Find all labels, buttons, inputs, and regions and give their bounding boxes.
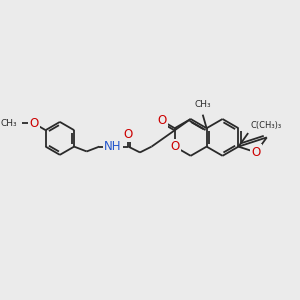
Text: O: O [158,115,167,128]
Text: O: O [251,146,261,159]
Text: O: O [124,128,133,140]
Text: C(CH₃)₃: C(CH₃)₃ [250,121,281,130]
Text: NH: NH [104,140,122,153]
Text: O: O [29,117,39,130]
Text: CH₃: CH₃ [1,119,17,128]
Text: O: O [170,140,179,153]
Text: CH₃: CH₃ [194,100,211,109]
